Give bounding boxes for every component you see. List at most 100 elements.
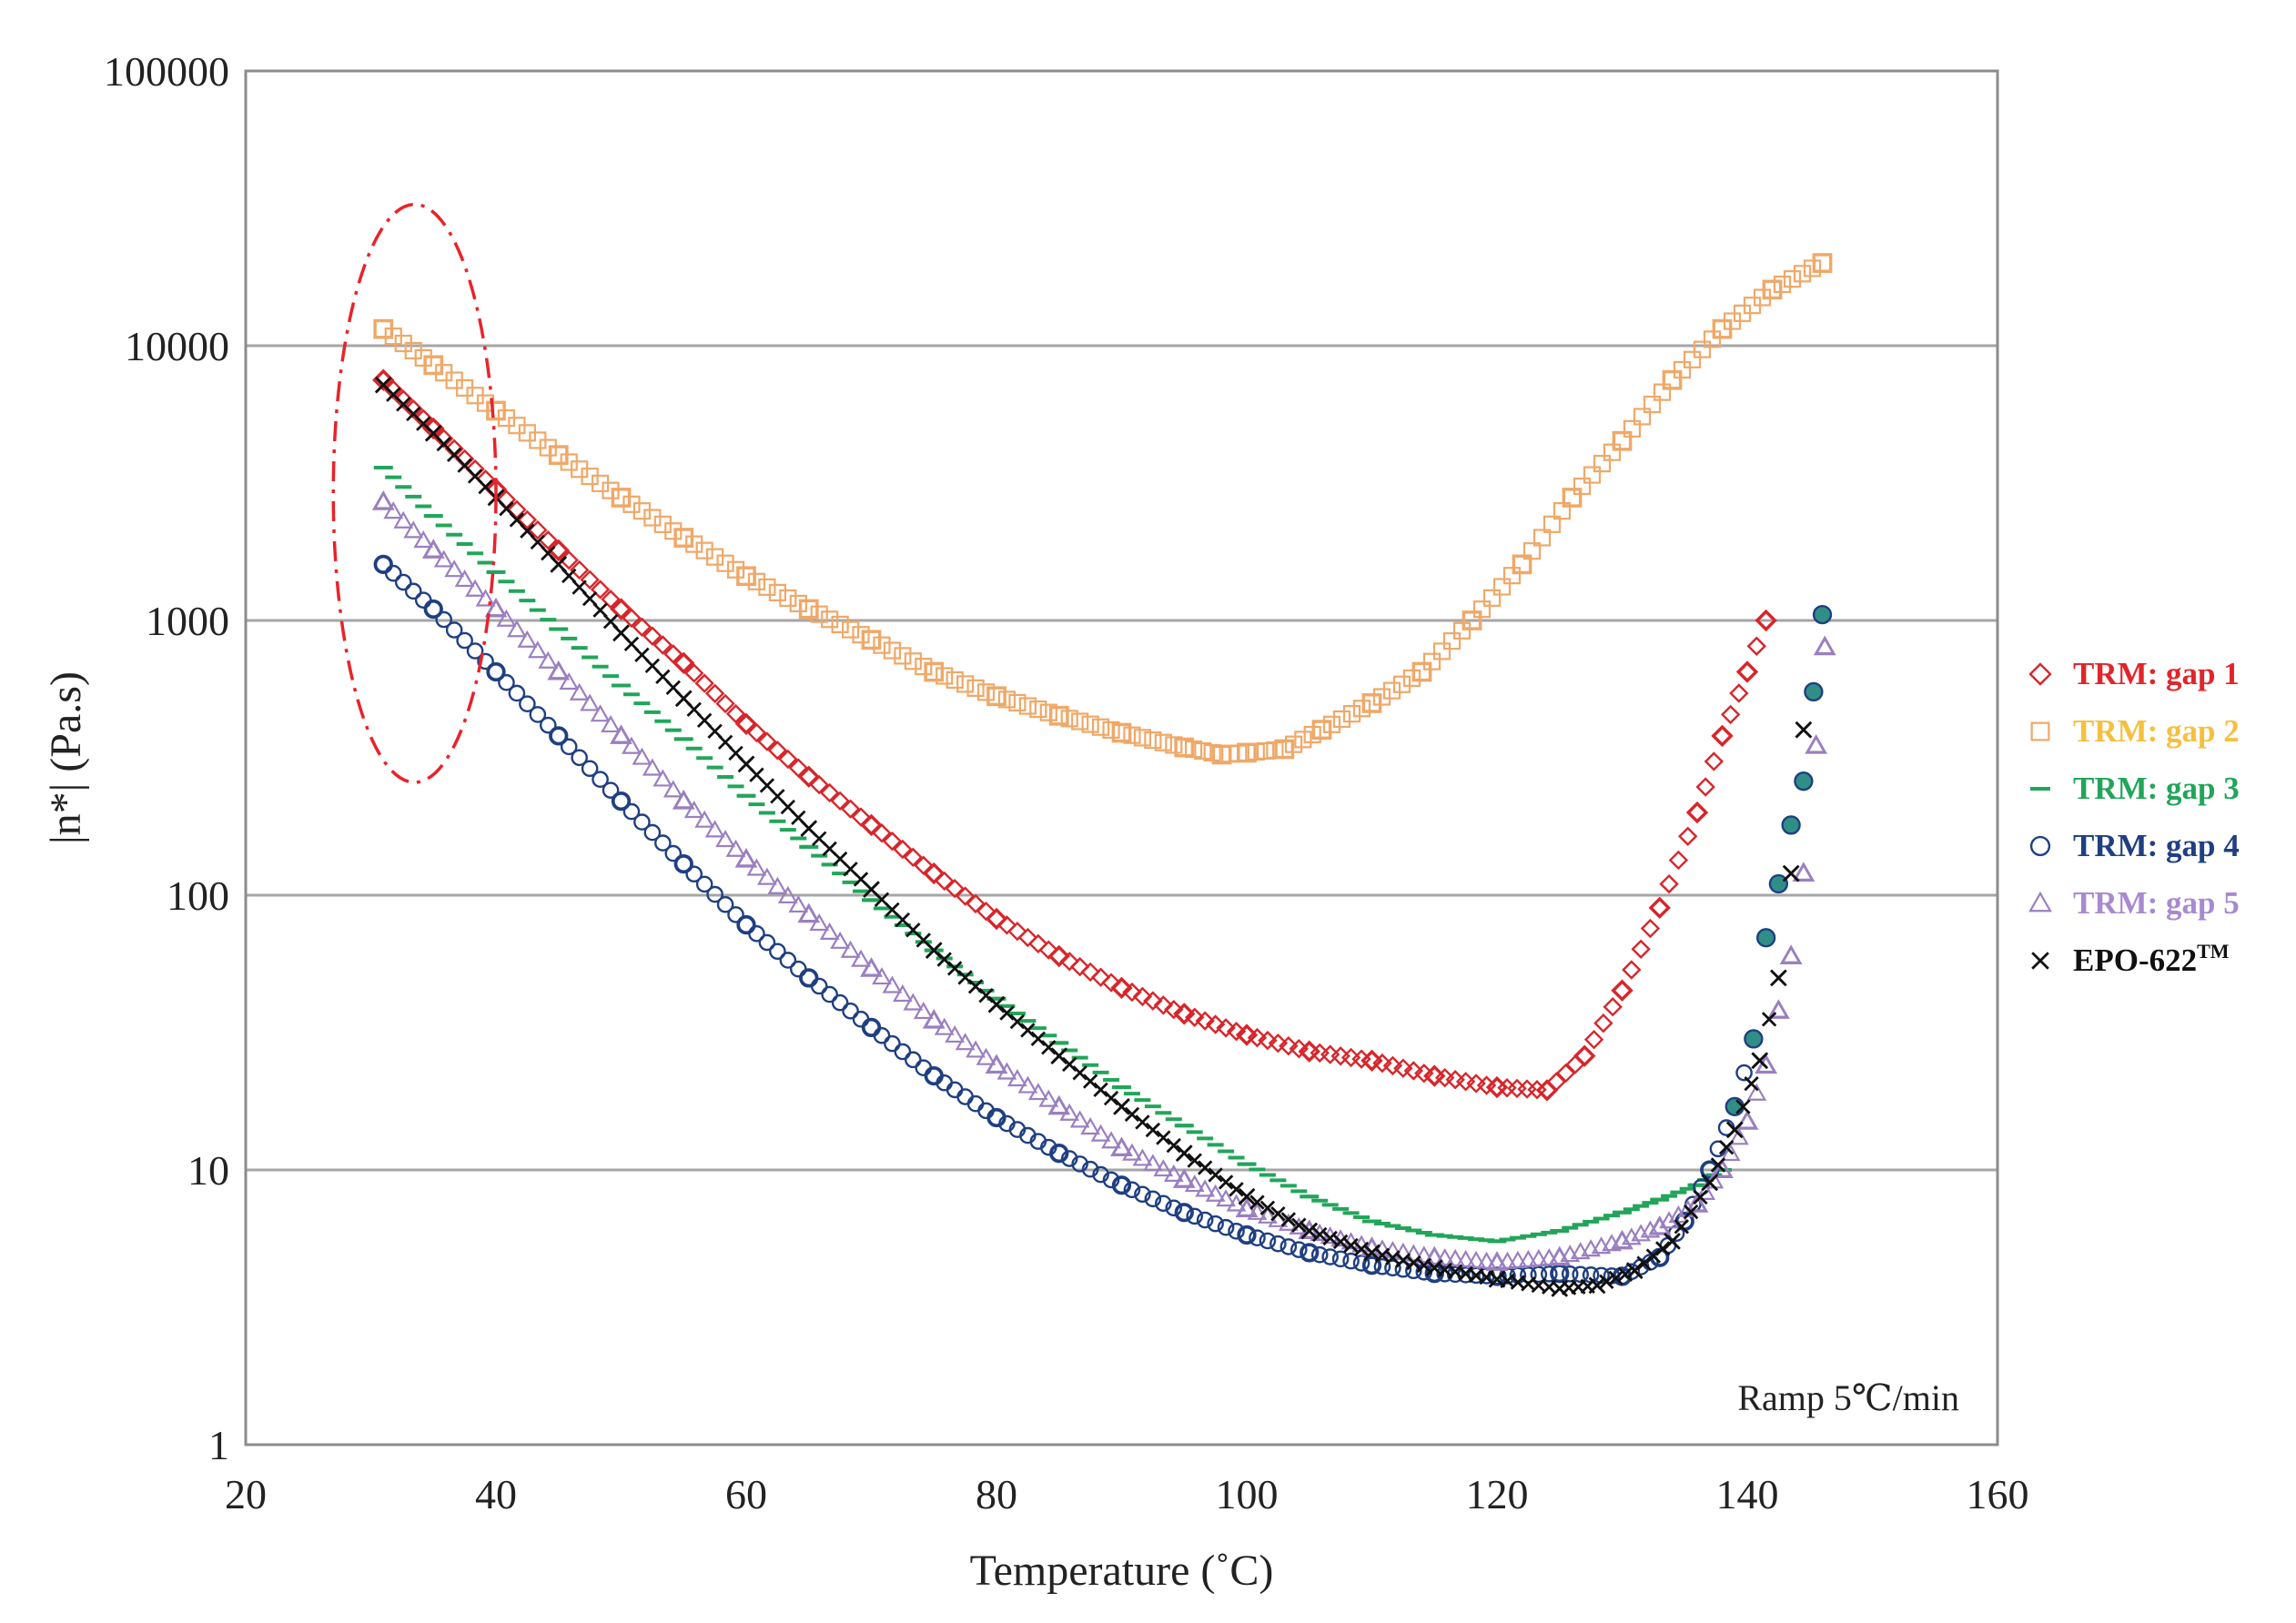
data-point bbox=[1008, 693, 1027, 712]
data-point bbox=[1027, 1083, 1048, 1101]
key-data-point bbox=[1735, 1110, 1759, 1130]
y-tick-labels: 1 10 100 1000 10000 100000 bbox=[104, 48, 229, 1468]
data-point bbox=[862, 630, 881, 649]
data-point bbox=[1551, 1265, 1569, 1283]
key-data-point bbox=[549, 726, 569, 746]
key-data-point bbox=[1425, 1259, 1443, 1277]
data-point bbox=[643, 509, 662, 527]
data-point bbox=[663, 644, 683, 664]
data-point bbox=[768, 583, 786, 601]
key-data-point bbox=[1795, 721, 1813, 739]
data-point bbox=[715, 693, 735, 714]
key-data-point bbox=[484, 597, 508, 618]
key-data-point bbox=[1488, 1270, 1506, 1288]
data-point bbox=[622, 495, 641, 513]
key-data-point bbox=[1779, 944, 1803, 964]
data-point bbox=[590, 704, 611, 722]
key-data-point bbox=[1235, 1023, 1259, 1046]
x-tick-label: 100 bbox=[1216, 1471, 1279, 1517]
data-point bbox=[955, 886, 976, 906]
data-point bbox=[664, 522, 683, 540]
data-point bbox=[590, 580, 611, 600]
key-data-point bbox=[860, 813, 883, 837]
key-data-point bbox=[547, 660, 571, 680]
data-point bbox=[642, 758, 663, 776]
data-point bbox=[508, 684, 526, 702]
data-point bbox=[727, 906, 744, 923]
data-point bbox=[1710, 1157, 1726, 1173]
data-point bbox=[1508, 1250, 1528, 1268]
data-point bbox=[1018, 697, 1037, 715]
data-point bbox=[976, 1047, 996, 1065]
data-point bbox=[1135, 1114, 1150, 1130]
data-point bbox=[1207, 1215, 1224, 1233]
data-point bbox=[1482, 589, 1502, 607]
data-point bbox=[1331, 1250, 1350, 1268]
data-point bbox=[383, 501, 404, 519]
legend-marker bbox=[2029, 835, 2051, 857]
y-axis-title: |n*| (Pa.s) bbox=[42, 671, 90, 844]
y-tick-label: 100 bbox=[167, 872, 229, 919]
data-point bbox=[1645, 1248, 1662, 1264]
data-point bbox=[1081, 1160, 1099, 1178]
data-point bbox=[694, 810, 715, 828]
data-point bbox=[1153, 995, 1174, 1015]
data-point bbox=[1640, 918, 1661, 939]
data-point bbox=[1069, 956, 1090, 977]
data-point bbox=[913, 1001, 934, 1020]
data-point bbox=[622, 608, 642, 629]
data-point bbox=[403, 520, 424, 539]
data-point bbox=[571, 580, 587, 595]
key-data-point bbox=[736, 566, 756, 587]
key-data-point bbox=[1535, 1079, 1559, 1102]
key-data-point bbox=[1755, 928, 1776, 948]
data-point bbox=[1655, 1241, 1671, 1256]
data-point bbox=[819, 922, 840, 940]
data-point bbox=[1279, 1035, 1299, 1056]
key-data-point bbox=[673, 853, 693, 874]
data-point bbox=[1659, 1211, 1679, 1229]
data-point bbox=[1165, 736, 1183, 754]
data-point bbox=[1310, 1245, 1329, 1264]
key-data-point bbox=[1769, 969, 1787, 987]
data-point bbox=[925, 662, 943, 681]
key-data-point bbox=[1762, 279, 1783, 300]
data-point bbox=[966, 1040, 986, 1058]
key-data-point bbox=[1812, 604, 1833, 625]
data-point bbox=[653, 515, 672, 533]
data-point bbox=[1363, 1256, 1381, 1275]
legend-label: TRM: gap 2 bbox=[2073, 713, 2240, 749]
data-point bbox=[1028, 933, 1048, 954]
data-point bbox=[946, 1081, 964, 1099]
key-data-point bbox=[1751, 1052, 1769, 1070]
data-point bbox=[830, 931, 851, 949]
data-point bbox=[1392, 675, 1411, 693]
key-data-point bbox=[611, 791, 632, 812]
data-point bbox=[737, 916, 755, 933]
data-point bbox=[1528, 1248, 1549, 1266]
data-point bbox=[1175, 1204, 1193, 1222]
data-point bbox=[1413, 1245, 1434, 1264]
data-point bbox=[956, 675, 975, 693]
data-point bbox=[778, 749, 798, 770]
key-data-point bbox=[1211, 744, 1232, 765]
data-point bbox=[1122, 982, 1142, 1003]
data-point bbox=[1049, 946, 1069, 966]
key-data-point bbox=[610, 598, 632, 620]
data-point bbox=[1636, 1255, 1652, 1271]
data-point bbox=[893, 839, 913, 860]
data-point bbox=[1633, 408, 1652, 426]
key-data-point bbox=[673, 651, 695, 674]
data-point bbox=[1270, 1205, 1286, 1222]
data-point bbox=[685, 865, 703, 883]
key-data-point bbox=[1648, 896, 1671, 920]
data-point bbox=[394, 573, 412, 591]
data-point bbox=[1563, 489, 1582, 507]
legend-label: TRM: gap 3 bbox=[2073, 771, 2240, 806]
key-data-point bbox=[1462, 610, 1482, 630]
data-point bbox=[1258, 1030, 1278, 1051]
data-point bbox=[1290, 1241, 1308, 1258]
key-data-point bbox=[1411, 661, 1432, 682]
data-point bbox=[1373, 1257, 1391, 1275]
data-point bbox=[925, 1067, 943, 1084]
